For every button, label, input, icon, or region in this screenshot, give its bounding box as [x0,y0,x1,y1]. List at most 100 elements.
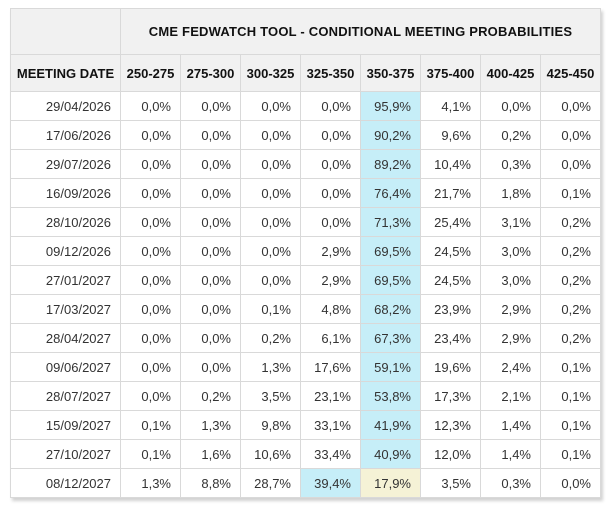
probability-cell: 0,0% [180,236,241,266]
probability-cell: 0,0% [240,265,301,295]
probability-cell: 0,0% [300,91,361,121]
probability-cell: 0,0% [540,120,601,150]
meeting-date-cell: 09/12/2026 [10,236,121,266]
probability-cell: 0,2% [540,236,601,266]
probability-cell: 59,1% [360,352,421,382]
probability-cell: 1,6% [180,439,241,469]
meeting-date-cell: 29/04/2026 [10,91,121,121]
probability-cell: 0,0% [120,294,181,324]
meeting-date-cell: 28/07/2027 [10,381,121,411]
column-header-row: MEETING DATE 250-275 275-300 300-325 325-35… [10,54,601,92]
probability-cell: 0,0% [240,120,301,150]
probability-cell: 0,0% [120,207,181,237]
column-header-425-450: 425-450 [540,54,601,92]
table-row: 28/07/2027 0,0% 0,2% 3,5% 23,1% 53,8% 17,3% 2,1… [10,381,601,411]
probability-cell: 0,0% [120,265,181,295]
probability-cell: 24,5% [420,265,481,295]
table-title: CME FEDWATCH TOOL - CONDITIONAL MEETING … [120,8,601,55]
probability-cell: 10,4% [420,149,481,179]
column-header-375-400: 375-400 [420,54,481,92]
probability-cell: 23,4% [420,323,481,353]
probability-cell: 0,2% [180,381,241,411]
probability-cell: 2,9% [480,323,541,353]
probability-cell: 0,0% [180,120,241,150]
probability-cell: 0,0% [120,381,181,411]
probability-cell: 8,8% [180,468,241,498]
probability-cell: 40,9% [360,439,421,469]
probability-cell: 17,9% [360,468,421,498]
probability-cell: 0,0% [120,236,181,266]
probability-cell: 10,6% [240,439,301,469]
probability-cell: 4,8% [300,294,361,324]
meeting-date-cell: 29/07/2026 [10,149,121,179]
probability-cell: 0,1% [540,352,601,382]
probability-cell: 0,0% [300,207,361,237]
column-header-250-275: 250-275 [120,54,181,92]
probability-cell: 3,0% [480,236,541,266]
probability-cell: 19,6% [420,352,481,382]
probability-cell: 0,0% [480,91,541,121]
probability-cell: 0,2% [480,120,541,150]
probability-cell: 0,2% [540,265,601,295]
title-row: CME FEDWATCH TOOL - CONDITIONAL MEETING … [10,8,601,55]
meeting-date-cell: 28/10/2026 [10,207,121,237]
probability-cell: 1,4% [480,439,541,469]
probability-cell: 12,0% [420,439,481,469]
probability-cell: 0,0% [180,178,241,208]
probability-cell: 33,4% [300,439,361,469]
probability-cell: 53,8% [360,381,421,411]
probability-cell: 23,1% [300,381,361,411]
probability-cell: 0,1% [540,439,601,469]
probability-cell: 0,0% [540,91,601,121]
probability-cell: 0,0% [180,91,241,121]
probability-cell: 0,0% [120,149,181,179]
probability-cell: 12,3% [420,410,481,440]
probability-cell: 69,5% [360,265,421,295]
probability-cell: 0,2% [240,323,301,353]
probability-cell: 0,1% [120,439,181,469]
probability-cell: 1,8% [480,178,541,208]
probability-cell: 0,1% [240,294,301,324]
probability-cell: 0,0% [240,149,301,179]
meeting-date-cell: 16/09/2026 [10,178,121,208]
probability-cell: 0,2% [540,323,601,353]
probability-cell: 33,1% [300,410,361,440]
table-row: 17/03/2027 0,0% 0,0% 0,1% 4,8% 68,2% 23,9% 2,9%… [10,294,601,324]
meeting-date-cell: 17/03/2027 [10,294,121,324]
probability-cell: 23,9% [420,294,481,324]
probability-cell: 3,5% [420,468,481,498]
meeting-date-cell: 09/06/2027 [10,352,121,382]
table-row: 09/06/2027 0,0% 0,0% 1,3% 17,6% 59,1% 19,6% 2,4… [10,352,601,382]
probability-cell: 0,0% [120,323,181,353]
meeting-date-cell: 08/12/2027 [10,468,121,498]
probability-cell: 3,5% [240,381,301,411]
probability-cell: 9,8% [240,410,301,440]
probability-cell: 0,0% [120,352,181,382]
probability-cell: 2,4% [480,352,541,382]
probability-cell: 1,3% [240,352,301,382]
probability-cell: 6,1% [300,323,361,353]
probability-cell: 76,4% [360,178,421,208]
probability-cell: 0,0% [540,149,601,179]
table-row: 27/01/2027 0,0% 0,0% 0,0% 2,9% 69,5% 24,5% 3,0%… [10,265,601,295]
table-row: 27/10/2027 0,1% 1,6% 10,6% 33,4% 40,9% 12,0% 1,… [10,439,601,469]
probability-cell: 0,2% [540,294,601,324]
meeting-date-cell: 17/06/2026 [10,120,121,150]
table-row: 16/09/2026 0,0% 0,0% 0,0% 0,0% 76,4% 21,7% 1,8%… [10,178,601,208]
meeting-date-cell: 27/10/2027 [10,439,121,469]
corner-cell [10,8,121,55]
table-row: 09/12/2026 0,0% 0,0% 0,0% 2,9% 69,5% 24,5% 3,0%… [10,236,601,266]
probability-cell: 0,2% [540,207,601,237]
table-row: 28/10/2026 0,0% 0,0% 0,0% 0,0% 71,3% 25,4% 3,1%… [10,207,601,237]
probability-cell: 0,3% [480,149,541,179]
probability-cell: 0,0% [240,207,301,237]
table-row: 17/06/2026 0,0% 0,0% 0,0% 0,0% 90,2% 9,6% 0,2% 0… [10,120,601,150]
probability-cell: 90,2% [360,120,421,150]
conditional-meeting-probabilities-table: CME FEDWATCH TOOL - CONDITIONAL MEETING … [10,8,601,498]
probability-cell: 0,0% [120,120,181,150]
probability-cell: 71,3% [360,207,421,237]
probability-cell: 0,0% [240,91,301,121]
probability-cell: 67,3% [360,323,421,353]
table-row: 29/04/2026 0,0% 0,0% 0,0% 0,0% 95,9% 4,1% 0,0% 0… [10,91,601,121]
